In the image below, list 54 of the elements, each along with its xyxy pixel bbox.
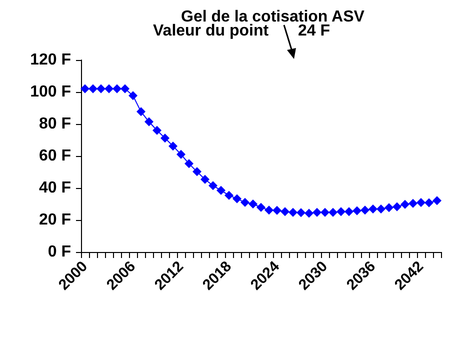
point xyxy=(400,200,410,209)
point xyxy=(384,203,394,212)
point xyxy=(376,204,386,214)
point xyxy=(416,198,426,208)
point xyxy=(80,84,90,94)
point xyxy=(232,194,242,204)
point xyxy=(248,200,258,208)
point xyxy=(272,206,282,215)
point xyxy=(352,206,362,216)
point xyxy=(112,84,122,94)
point xyxy=(152,126,162,135)
point xyxy=(360,206,370,215)
y-tick-label: 0 F xyxy=(48,244,72,260)
point xyxy=(200,174,210,184)
point xyxy=(192,167,202,176)
point xyxy=(432,196,442,206)
point xyxy=(336,207,346,216)
y-tick-label: 60 F xyxy=(38,148,72,164)
point xyxy=(88,84,98,94)
point xyxy=(288,208,298,217)
point xyxy=(424,198,434,208)
point xyxy=(240,198,250,207)
text: 24 F xyxy=(298,22,330,40)
point xyxy=(208,181,218,190)
point xyxy=(176,150,186,159)
point xyxy=(216,186,226,195)
text: Valeur du point xyxy=(153,22,270,40)
point xyxy=(128,91,138,100)
point xyxy=(144,117,154,126)
point xyxy=(96,84,106,94)
point xyxy=(136,107,146,116)
y-tick-label: 40 F xyxy=(38,180,72,196)
point xyxy=(224,190,234,200)
y-tick-label: 100 F xyxy=(30,84,72,100)
point xyxy=(368,204,378,214)
point xyxy=(304,208,314,218)
point xyxy=(328,208,338,217)
point xyxy=(320,208,330,217)
point xyxy=(256,202,266,212)
point xyxy=(264,206,274,215)
point xyxy=(104,84,114,94)
point xyxy=(312,208,322,217)
point xyxy=(184,159,194,168)
point xyxy=(408,198,418,208)
point xyxy=(344,207,354,216)
point xyxy=(168,142,178,151)
point xyxy=(120,84,130,94)
point xyxy=(392,202,402,212)
point xyxy=(280,207,290,216)
y-tick-label: 20 F xyxy=(38,212,72,228)
y-tick-label: 120 F xyxy=(30,52,72,68)
point xyxy=(296,208,306,218)
y-tick-label: 80 F xyxy=(38,116,72,132)
point xyxy=(160,134,170,143)
